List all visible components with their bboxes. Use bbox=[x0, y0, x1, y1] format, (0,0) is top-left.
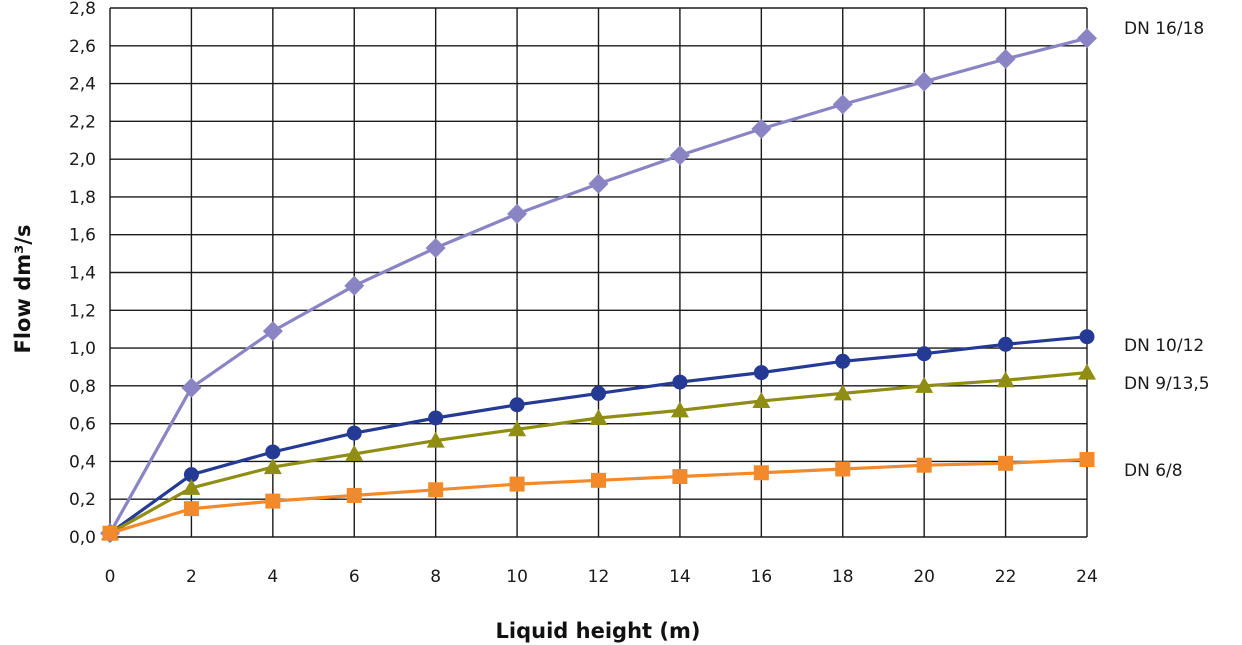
y-tick-label: 0,2 bbox=[69, 490, 96, 510]
x-axis-ticks: 0 2 4 6 8 10 12 14 16 18 20 22 24 bbox=[105, 567, 1098, 587]
data-point-square bbox=[265, 493, 281, 509]
data-point-triangle bbox=[670, 401, 689, 418]
data-point-circle bbox=[998, 336, 1014, 352]
data-point-circle bbox=[916, 346, 932, 362]
y-tick-label: 0,0 bbox=[69, 528, 96, 548]
x-tick-label: 16 bbox=[751, 567, 773, 587]
y-tick-label: 2,4 bbox=[69, 75, 96, 95]
data-point-triangle bbox=[263, 458, 282, 475]
y-tick-label: 0,4 bbox=[69, 452, 96, 472]
data-point-diamond bbox=[181, 377, 202, 398]
x-tick-label: 24 bbox=[1076, 567, 1098, 587]
data-point-circle bbox=[346, 425, 362, 441]
data-point-triangle bbox=[1078, 363, 1096, 380]
x-tick-label: 2 bbox=[186, 567, 197, 587]
data-point-triangle bbox=[182, 478, 201, 495]
x-tick-label: 12 bbox=[588, 567, 610, 587]
series-label: DN 16/18 bbox=[1124, 19, 1204, 39]
y-tick-label: 0,6 bbox=[69, 415, 96, 435]
data-point-diamond bbox=[507, 203, 528, 224]
data-point-circle bbox=[509, 397, 525, 413]
x-tick-label: 4 bbox=[267, 567, 278, 587]
data-point-square bbox=[753, 465, 769, 481]
data-point-diamond bbox=[344, 275, 365, 296]
data-point-circle bbox=[672, 374, 688, 390]
data-point-diamond bbox=[995, 49, 1016, 70]
x-tick-label: 0 bbox=[105, 567, 116, 587]
chart-grid bbox=[109, 7, 1088, 538]
data-point-square bbox=[835, 461, 851, 477]
series-layer bbox=[100, 28, 1097, 544]
series-label: DN 6/8 bbox=[1124, 461, 1183, 481]
series-label: DN 10/12 bbox=[1124, 336, 1204, 356]
series-3 bbox=[102, 452, 1095, 541]
data-point-square bbox=[591, 472, 606, 488]
data-point-diamond bbox=[588, 173, 609, 194]
x-tick-label: 14 bbox=[669, 567, 691, 587]
data-point-triangle bbox=[752, 391, 771, 408]
x-tick-label: 20 bbox=[913, 567, 935, 587]
y-tick-label: 2,2 bbox=[69, 112, 96, 132]
data-point-circle bbox=[835, 353, 851, 369]
y-tick-label: 2,0 bbox=[69, 150, 96, 170]
x-tick-label: 8 bbox=[430, 567, 441, 587]
data-point-circle bbox=[265, 444, 281, 460]
data-point-circle bbox=[753, 365, 769, 381]
y-tick-label: 0,8 bbox=[69, 377, 96, 397]
data-point-square bbox=[102, 525, 118, 541]
data-point-circle bbox=[183, 467, 199, 483]
data-point-circle bbox=[428, 410, 444, 426]
series-label: DN 9/13,5 bbox=[1124, 374, 1210, 394]
y-axis-ticks: 0,0 0,2 0,4 0,6 0,8 1,0 1,2 1,4 1,6 1,8 2,0 2,2 2,4 2… bbox=[69, 0, 96, 548]
data-point-diamond bbox=[751, 118, 772, 139]
data-point-square bbox=[346, 487, 362, 503]
data-point-square bbox=[672, 469, 688, 485]
data-point-circle bbox=[591, 385, 606, 401]
data-point-diamond bbox=[914, 71, 935, 92]
data-point-square bbox=[998, 455, 1014, 471]
data-point-square bbox=[183, 501, 199, 517]
data-point-triangle bbox=[996, 371, 1015, 388]
x-tick-label: 6 bbox=[349, 567, 360, 587]
data-point-triangle bbox=[915, 376, 934, 393]
data-point-triangle bbox=[508, 420, 527, 437]
y-tick-label: 2,8 bbox=[69, 0, 96, 19]
y-axis-title: Flow dm³/s bbox=[11, 225, 35, 354]
x-tick-label: 18 bbox=[832, 567, 854, 587]
x-tick-label: 10 bbox=[506, 567, 528, 587]
series-labels: DN 16/18 DN 10/12 DN 9/13,5 DN 6/8 bbox=[1124, 19, 1210, 481]
x-tick-label: 22 bbox=[995, 567, 1017, 587]
data-point-triangle bbox=[833, 384, 852, 401]
y-tick-label: 1,6 bbox=[69, 226, 96, 246]
data-point-square bbox=[916, 457, 932, 473]
data-point-diamond bbox=[1077, 28, 1097, 49]
data-point-diamond bbox=[262, 321, 283, 342]
data-point-square bbox=[509, 476, 525, 492]
data-point-triangle bbox=[345, 444, 364, 461]
y-tick-label: 1,8 bbox=[69, 188, 96, 208]
data-point-diamond bbox=[832, 94, 853, 115]
y-tick-label: 1,4 bbox=[69, 264, 96, 284]
data-point-diamond bbox=[425, 237, 446, 258]
data-point-triangle bbox=[589, 408, 608, 425]
data-point-square bbox=[428, 482, 444, 498]
x-axis-title: Liquid height (m) bbox=[496, 619, 701, 643]
y-tick-label: 1,2 bbox=[69, 301, 96, 321]
data-point-diamond bbox=[669, 145, 690, 166]
data-point-square bbox=[1079, 452, 1095, 468]
data-point-triangle bbox=[426, 431, 445, 448]
y-tick-label: 1,0 bbox=[69, 339, 96, 359]
y-tick-label: 2,6 bbox=[69, 37, 96, 57]
data-point-circle bbox=[1079, 329, 1095, 345]
